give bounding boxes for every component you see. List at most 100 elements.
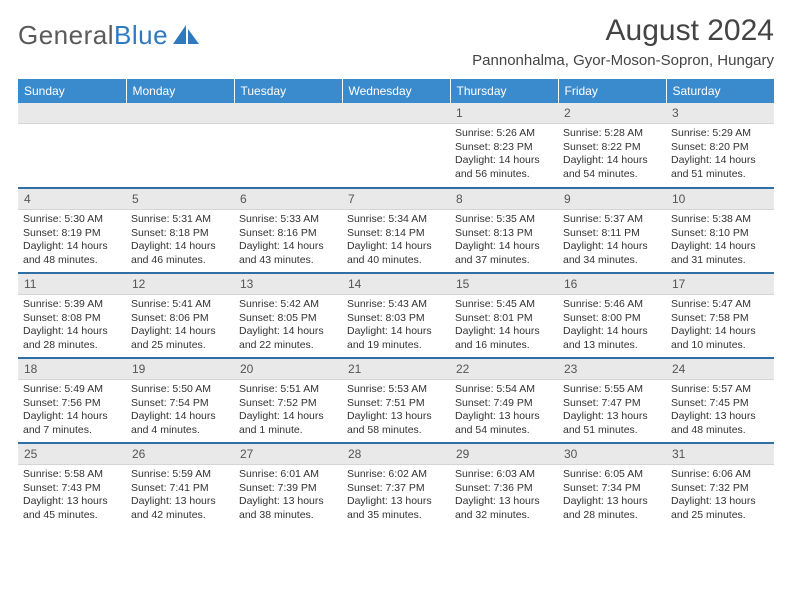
calendar-day-cell: 6Sunrise: 5:33 AMSunset: 8:16 PMDaylight… [234, 188, 342, 273]
day-number: 28 [342, 444, 450, 465]
day-details: Sunrise: 5:33 AMSunset: 8:16 PMDaylight:… [234, 210, 342, 272]
location: Pannonhalma, Gyor-Moson-Sopron, Hungary [472, 52, 774, 69]
calendar-table: SundayMondayTuesdayWednesdayThursdayFrid… [18, 79, 774, 528]
day-number: 27 [234, 444, 342, 465]
day-details: Sunrise: 5:49 AMSunset: 7:56 PMDaylight:… [18, 380, 126, 442]
calendar-week-row: 25Sunrise: 5:58 AMSunset: 7:43 PMDayligh… [18, 443, 774, 528]
empty-day-bar [234, 103, 342, 124]
calendar-day-cell [234, 103, 342, 188]
logo-sail-icon [172, 23, 202, 47]
calendar-week-row: 11Sunrise: 5:39 AMSunset: 8:08 PMDayligh… [18, 273, 774, 358]
day-details: Sunrise: 6:06 AMSunset: 7:32 PMDaylight:… [666, 465, 774, 527]
day-details: Sunrise: 5:54 AMSunset: 7:49 PMDaylight:… [450, 380, 558, 442]
day-details: Sunrise: 6:01 AMSunset: 7:39 PMDaylight:… [234, 465, 342, 527]
calendar-day-cell: 14Sunrise: 5:43 AMSunset: 8:03 PMDayligh… [342, 273, 450, 358]
day-number: 3 [666, 103, 774, 124]
day-number: 31 [666, 444, 774, 465]
day-details: Sunrise: 5:51 AMSunset: 7:52 PMDaylight:… [234, 380, 342, 442]
day-number: 12 [126, 274, 234, 295]
day-details: Sunrise: 5:57 AMSunset: 7:45 PMDaylight:… [666, 380, 774, 442]
day-details: Sunrise: 5:35 AMSunset: 8:13 PMDaylight:… [450, 210, 558, 272]
day-number: 20 [234, 359, 342, 380]
day-details: Sunrise: 5:29 AMSunset: 8:20 PMDaylight:… [666, 124, 774, 186]
calendar-day-cell: 13Sunrise: 5:42 AMSunset: 8:05 PMDayligh… [234, 273, 342, 358]
day-number: 23 [558, 359, 666, 380]
day-number: 6 [234, 189, 342, 210]
day-number: 4 [18, 189, 126, 210]
calendar-day-cell [18, 103, 126, 188]
day-details: Sunrise: 5:50 AMSunset: 7:54 PMDaylight:… [126, 380, 234, 442]
calendar-day-cell: 24Sunrise: 5:57 AMSunset: 7:45 PMDayligh… [666, 358, 774, 443]
day-number: 8 [450, 189, 558, 210]
day-number: 21 [342, 359, 450, 380]
day-number: 18 [18, 359, 126, 380]
day-details: Sunrise: 5:34 AMSunset: 8:14 PMDaylight:… [342, 210, 450, 272]
day-number: 22 [450, 359, 558, 380]
day-details: Sunrise: 5:47 AMSunset: 7:58 PMDaylight:… [666, 295, 774, 357]
calendar-day-cell: 22Sunrise: 5:54 AMSunset: 7:49 PMDayligh… [450, 358, 558, 443]
calendar-day-cell: 28Sunrise: 6:02 AMSunset: 7:37 PMDayligh… [342, 443, 450, 528]
calendar-day-cell: 17Sunrise: 5:47 AMSunset: 7:58 PMDayligh… [666, 273, 774, 358]
day-number: 13 [234, 274, 342, 295]
weekday-header: Monday [126, 79, 234, 103]
day-number: 24 [666, 359, 774, 380]
day-details: Sunrise: 5:28 AMSunset: 8:22 PMDaylight:… [558, 124, 666, 186]
calendar-day-cell: 30Sunrise: 6:05 AMSunset: 7:34 PMDayligh… [558, 443, 666, 528]
calendar-day-cell: 2Sunrise: 5:28 AMSunset: 8:22 PMDaylight… [558, 103, 666, 188]
day-number: 11 [18, 274, 126, 295]
logo-word-2: Blue [114, 20, 168, 50]
calendar-day-cell: 23Sunrise: 5:55 AMSunset: 7:47 PMDayligh… [558, 358, 666, 443]
day-number: 16 [558, 274, 666, 295]
empty-day-bar [342, 103, 450, 124]
calendar-day-cell [126, 103, 234, 188]
day-details: Sunrise: 5:41 AMSunset: 8:06 PMDaylight:… [126, 295, 234, 357]
weekday-header: Saturday [666, 79, 774, 103]
calendar-day-cell: 12Sunrise: 5:41 AMSunset: 8:06 PMDayligh… [126, 273, 234, 358]
empty-day-bar [18, 103, 126, 124]
weekday-header: Wednesday [342, 79, 450, 103]
calendar-day-cell: 21Sunrise: 5:53 AMSunset: 7:51 PMDayligh… [342, 358, 450, 443]
calendar-day-cell: 5Sunrise: 5:31 AMSunset: 8:18 PMDaylight… [126, 188, 234, 273]
calendar-day-cell: 16Sunrise: 5:46 AMSunset: 8:00 PMDayligh… [558, 273, 666, 358]
calendar-day-cell: 10Sunrise: 5:38 AMSunset: 8:10 PMDayligh… [666, 188, 774, 273]
calendar-week-row: 1Sunrise: 5:26 AMSunset: 8:23 PMDaylight… [18, 103, 774, 188]
day-number: 19 [126, 359, 234, 380]
day-details: Sunrise: 5:37 AMSunset: 8:11 PMDaylight:… [558, 210, 666, 272]
logo-word-1: General [18, 20, 114, 50]
calendar-day-cell: 15Sunrise: 5:45 AMSunset: 8:01 PMDayligh… [450, 273, 558, 358]
calendar-day-cell: 27Sunrise: 6:01 AMSunset: 7:39 PMDayligh… [234, 443, 342, 528]
day-details: Sunrise: 5:43 AMSunset: 8:03 PMDaylight:… [342, 295, 450, 357]
weekday-header-row: SundayMondayTuesdayWednesdayThursdayFrid… [18, 79, 774, 103]
weekday-header: Sunday [18, 79, 126, 103]
day-number: 15 [450, 274, 558, 295]
day-details: Sunrise: 5:45 AMSunset: 8:01 PMDaylight:… [450, 295, 558, 357]
logo-text: GeneralBlue [18, 20, 168, 51]
day-number: 14 [342, 274, 450, 295]
calendar-day-cell: 3Sunrise: 5:29 AMSunset: 8:20 PMDaylight… [666, 103, 774, 188]
day-number: 1 [450, 103, 558, 124]
day-number: 30 [558, 444, 666, 465]
calendar-week-row: 18Sunrise: 5:49 AMSunset: 7:56 PMDayligh… [18, 358, 774, 443]
calendar-body: 1Sunrise: 5:26 AMSunset: 8:23 PMDaylight… [18, 103, 774, 528]
calendar-day-cell: 31Sunrise: 6:06 AMSunset: 7:32 PMDayligh… [666, 443, 774, 528]
day-details: Sunrise: 5:38 AMSunset: 8:10 PMDaylight:… [666, 210, 774, 272]
day-details: Sunrise: 5:59 AMSunset: 7:41 PMDaylight:… [126, 465, 234, 527]
logo: GeneralBlue [18, 14, 202, 51]
weekday-header: Friday [558, 79, 666, 103]
day-number: 17 [666, 274, 774, 295]
day-details: Sunrise: 5:42 AMSunset: 8:05 PMDaylight:… [234, 295, 342, 357]
calendar-day-cell: 20Sunrise: 5:51 AMSunset: 7:52 PMDayligh… [234, 358, 342, 443]
day-details: Sunrise: 5:39 AMSunset: 8:08 PMDaylight:… [18, 295, 126, 357]
calendar-day-cell: 11Sunrise: 5:39 AMSunset: 8:08 PMDayligh… [18, 273, 126, 358]
weekday-header: Thursday [450, 79, 558, 103]
day-number: 9 [558, 189, 666, 210]
day-details: Sunrise: 5:58 AMSunset: 7:43 PMDaylight:… [18, 465, 126, 527]
calendar-day-cell: 1Sunrise: 5:26 AMSunset: 8:23 PMDaylight… [450, 103, 558, 188]
day-number: 7 [342, 189, 450, 210]
calendar-day-cell: 29Sunrise: 6:03 AMSunset: 7:36 PMDayligh… [450, 443, 558, 528]
weekday-header: Tuesday [234, 79, 342, 103]
day-details: Sunrise: 5:53 AMSunset: 7:51 PMDaylight:… [342, 380, 450, 442]
day-number: 25 [18, 444, 126, 465]
header: GeneralBlue August 2024 Pannonhalma, Gyo… [18, 14, 774, 69]
day-number: 10 [666, 189, 774, 210]
